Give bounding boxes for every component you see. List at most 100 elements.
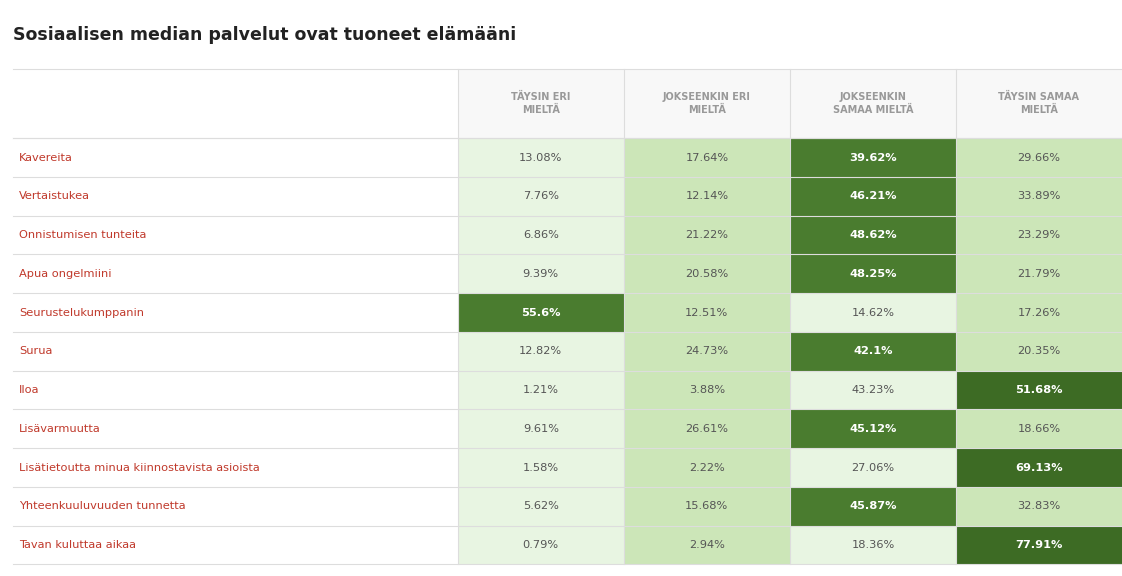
- Text: JOKSEENKIN
SAMAA MIELTÄ: JOKSEENKIN SAMAA MIELTÄ: [833, 92, 913, 115]
- Bar: [458, 293, 624, 332]
- Text: JOKSEENKIN ERI
MIELTÄ: JOKSEENKIN ERI MIELTÄ: [663, 92, 751, 115]
- Text: 21.79%: 21.79%: [1018, 269, 1060, 279]
- Text: 0.79%: 0.79%: [523, 540, 559, 550]
- Text: 45.87%: 45.87%: [849, 501, 896, 511]
- Bar: [790, 371, 956, 410]
- Bar: [624, 526, 790, 564]
- Text: 69.13%: 69.13%: [1015, 463, 1063, 472]
- Bar: [624, 371, 790, 410]
- Text: Apua ongelmiini: Apua ongelmiini: [19, 269, 111, 279]
- Bar: [790, 410, 956, 448]
- Text: 1.58%: 1.58%: [523, 463, 559, 472]
- Text: 12.14%: 12.14%: [686, 191, 728, 202]
- Bar: [458, 138, 624, 177]
- Bar: [956, 293, 1122, 332]
- Text: Onnistumisen tunteita: Onnistumisen tunteita: [19, 230, 147, 240]
- Text: 77.91%: 77.91%: [1015, 540, 1063, 550]
- Text: 42.1%: 42.1%: [853, 346, 893, 357]
- Text: Tavan kuluttaa aikaa: Tavan kuluttaa aikaa: [19, 540, 136, 550]
- Text: 26.61%: 26.61%: [686, 424, 728, 434]
- Bar: [790, 487, 956, 526]
- Bar: [790, 526, 956, 564]
- Bar: [624, 487, 790, 526]
- Text: Yhteenkuuluvuuden tunnetta: Yhteenkuuluvuuden tunnetta: [19, 501, 186, 511]
- Text: 18.36%: 18.36%: [852, 540, 894, 550]
- Bar: [790, 255, 956, 293]
- Bar: [624, 255, 790, 293]
- Text: 32.83%: 32.83%: [1018, 501, 1060, 511]
- Text: 33.89%: 33.89%: [1018, 191, 1060, 202]
- Text: 51.68%: 51.68%: [1015, 385, 1063, 395]
- Bar: [956, 332, 1122, 371]
- Bar: [956, 487, 1122, 526]
- Text: 55.6%: 55.6%: [521, 308, 561, 317]
- Bar: [624, 332, 790, 371]
- Text: 29.66%: 29.66%: [1018, 153, 1060, 162]
- Bar: [956, 177, 1122, 216]
- Text: Lisätietoutta minua kiinnostavista asioista: Lisätietoutta minua kiinnostavista asioi…: [19, 463, 260, 472]
- Text: 48.62%: 48.62%: [849, 230, 896, 240]
- Bar: [790, 293, 956, 332]
- Bar: [790, 177, 956, 216]
- Text: 24.73%: 24.73%: [686, 346, 728, 357]
- Bar: [624, 410, 790, 448]
- Text: 45.12%: 45.12%: [849, 424, 896, 434]
- Text: Sosiaalisen median palvelut ovat tuoneet elämääni: Sosiaalisen median palvelut ovat tuoneet…: [13, 26, 517, 44]
- Bar: [458, 526, 624, 564]
- Text: 12.82%: 12.82%: [519, 346, 562, 357]
- Bar: [458, 177, 624, 216]
- Bar: [790, 138, 956, 177]
- Text: 17.64%: 17.64%: [686, 153, 728, 162]
- Text: 2.22%: 2.22%: [689, 463, 725, 472]
- Text: 13.08%: 13.08%: [519, 153, 562, 162]
- Text: 43.23%: 43.23%: [852, 385, 894, 395]
- Bar: [458, 448, 624, 487]
- Text: 1.21%: 1.21%: [523, 385, 559, 395]
- Text: 9.61%: 9.61%: [523, 424, 559, 434]
- Text: 14.62%: 14.62%: [852, 308, 894, 317]
- Text: 23.29%: 23.29%: [1018, 230, 1060, 240]
- Text: 7.76%: 7.76%: [523, 191, 559, 202]
- Bar: [624, 138, 790, 177]
- Bar: [458, 410, 624, 448]
- Text: Lisävarmuutta: Lisävarmuutta: [19, 424, 101, 434]
- Text: 3.88%: 3.88%: [689, 385, 725, 395]
- Text: 21.22%: 21.22%: [686, 230, 728, 240]
- Text: 15.68%: 15.68%: [686, 501, 728, 511]
- Text: 5.62%: 5.62%: [523, 501, 559, 511]
- Bar: [790, 448, 956, 487]
- Bar: [458, 332, 624, 371]
- Bar: [790, 216, 956, 255]
- Text: Kavereita: Kavereita: [19, 153, 73, 162]
- Text: 6.86%: 6.86%: [523, 230, 559, 240]
- Bar: [458, 69, 1122, 138]
- Text: 20.35%: 20.35%: [1018, 346, 1060, 357]
- Bar: [624, 216, 790, 255]
- Text: 12.51%: 12.51%: [686, 308, 728, 317]
- Text: Iloa: Iloa: [19, 385, 39, 395]
- Text: 27.06%: 27.06%: [852, 463, 894, 472]
- Text: 20.58%: 20.58%: [686, 269, 728, 279]
- Text: 39.62%: 39.62%: [849, 153, 896, 162]
- Text: Seurustelukumppanin: Seurustelukumppanin: [19, 308, 144, 317]
- Bar: [458, 487, 624, 526]
- Bar: [458, 216, 624, 255]
- Bar: [956, 371, 1122, 410]
- Bar: [624, 177, 790, 216]
- Text: Surua: Surua: [19, 346, 53, 357]
- Bar: [624, 293, 790, 332]
- Text: 9.39%: 9.39%: [523, 269, 559, 279]
- Text: Vertaistukea: Vertaistukea: [19, 191, 90, 202]
- Text: 18.66%: 18.66%: [1018, 424, 1060, 434]
- Text: 48.25%: 48.25%: [849, 269, 896, 279]
- Bar: [956, 216, 1122, 255]
- Bar: [790, 332, 956, 371]
- Text: TÄYSIN SAMAA
MIELTÄ: TÄYSIN SAMAA MIELTÄ: [999, 92, 1079, 115]
- Text: 17.26%: 17.26%: [1018, 308, 1060, 317]
- Text: TÄYSIN ERI
MIELTÄ: TÄYSIN ERI MIELTÄ: [512, 92, 570, 115]
- Bar: [956, 526, 1122, 564]
- Bar: [458, 371, 624, 410]
- Bar: [956, 410, 1122, 448]
- Bar: [956, 138, 1122, 177]
- Bar: [956, 255, 1122, 293]
